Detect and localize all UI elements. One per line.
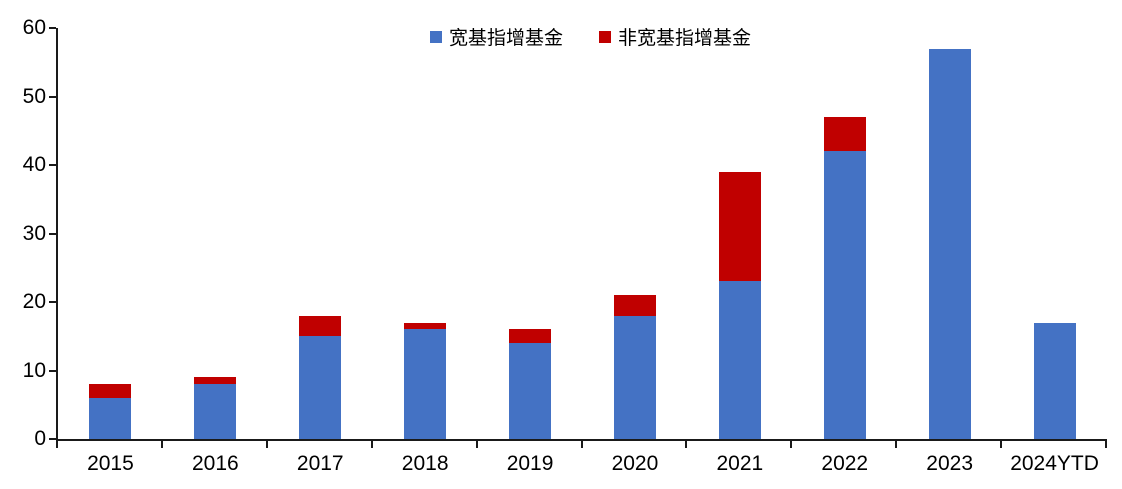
bar-segment-broad-base: [823, 151, 866, 439]
bar-segment-broad-base: [89, 397, 132, 439]
y-axis-tick: [49, 164, 56, 166]
bar-segment-non-broad-base: [509, 329, 552, 344]
y-axis-tick-label: 0: [34, 427, 46, 450]
legend-label: 非宽基指增基金: [618, 27, 752, 49]
y-axis-tick-label: 60: [22, 16, 46, 39]
y-axis-tick-label: 40: [22, 153, 46, 176]
legend-swatch-red: [599, 30, 612, 43]
x-axis-line: [56, 439, 1107, 441]
bar-segment-non-broad-base: [404, 322, 447, 330]
bar-segment-broad-base: [718, 281, 761, 439]
x-axis-category-label: 2022: [821, 452, 869, 475]
bar-segment-non-broad-base: [194, 377, 237, 385]
bar-segment-broad-base: [928, 48, 971, 439]
bar-segment-broad-base: [613, 315, 656, 439]
x-axis-tick: [895, 441, 898, 448]
x-axis-category-label: 2023: [926, 452, 973, 475]
y-axis-tick: [49, 232, 56, 235]
x-axis-category-label: 2017: [296, 452, 344, 475]
y-axis-tick: [49, 301, 56, 303]
legend-item-broad-base: 宽基指增基金: [430, 23, 563, 50]
bar-segment-non-broad-base: [718, 171, 761, 282]
bar-segment-non-broad-base: [89, 384, 132, 398]
x-axis-category-label: 2018: [401, 452, 449, 475]
y-axis-line: [56, 28, 58, 441]
x-axis-tick: [685, 441, 688, 448]
x-axis-category-label: 2021: [716, 452, 764, 475]
y-axis-tick-label: 20: [22, 290, 46, 313]
y-axis-tick-label: 50: [22, 84, 46, 108]
y-axis-tick: [49, 369, 56, 372]
x-axis-tick: [475, 441, 478, 448]
bar-segment-non-broad-base: [613, 295, 656, 316]
y-axis-tick: [49, 95, 56, 98]
x-axis-tick: [160, 441, 163, 448]
x-axis-tick: [56, 441, 58, 448]
y-axis-tick: [49, 438, 56, 440]
x-axis-category-label: 2024YTD: [1010, 452, 1099, 475]
bar-segment-non-broad-base: [299, 315, 342, 337]
x-axis-tick: [1000, 441, 1003, 448]
y-axis-tick-label: 30: [22, 221, 46, 245]
legend-label: 宽基指增基金: [449, 27, 564, 49]
chart-legend: 宽基指增基金 非宽基指增基金: [430, 23, 751, 50]
x-axis-category-label: 2016: [191, 452, 239, 475]
bar-segment-broad-base: [509, 343, 552, 439]
bar-segment-broad-base: [194, 384, 237, 439]
x-axis-category-label: 2019: [506, 452, 554, 475]
y-axis-tick: [49, 27, 56, 29]
bar-segment-broad-base: [1033, 322, 1076, 439]
y-axis-tick-label: 10: [22, 358, 46, 382]
bar-segment-non-broad-base: [823, 117, 866, 152]
x-axis-tick: [1105, 441, 1107, 448]
x-axis-category-label: 2020: [611, 452, 659, 475]
x-axis-tick: [370, 441, 373, 448]
x-axis-tick: [265, 441, 268, 448]
bar-segment-broad-base: [404, 329, 447, 439]
legend-item-non-broad-base: 非宽基指增基金: [599, 23, 751, 50]
bar-segment-broad-base: [299, 336, 342, 439]
x-axis-category-label: 2015: [87, 452, 134, 475]
x-axis-tick: [580, 441, 583, 448]
legend-swatch-blue: [430, 30, 442, 43]
x-axis-tick: [790, 441, 793, 448]
